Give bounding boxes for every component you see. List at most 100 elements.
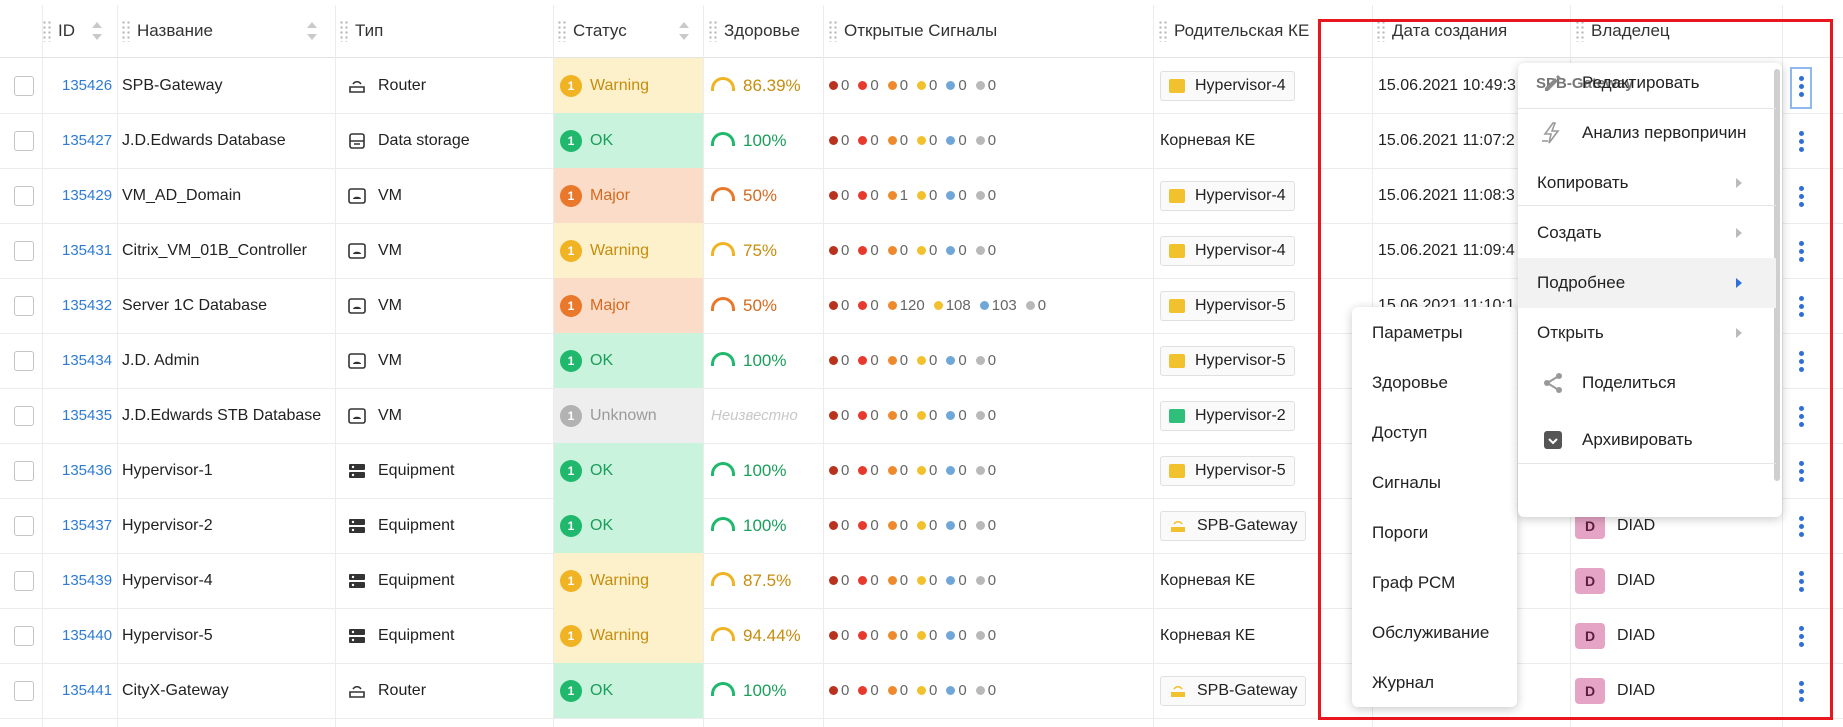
table-row[interactable]: 135435 J.D.Edwards STB Database VM 1 Unkn… <box>0 388 1843 444</box>
ci-id-link[interactable]: 135426 <box>62 77 113 94</box>
signal-counters[interactable]: 0 0 0 0 0 0 <box>829 242 1005 259</box>
submenu-item[interactable]: Здоровье <box>1372 373 1448 392</box>
row-actions-icon[interactable] <box>1799 296 1804 320</box>
ci-id-link[interactable]: 135440 <box>62 627 113 644</box>
ci-id-link[interactable]: 135435 <box>62 407 113 424</box>
context-menu-item[interactable]: Копировать <box>1518 158 1776 208</box>
column-header-signals[interactable]: Открытые Сигналы <box>828 5 1148 57</box>
sort-icon[interactable] <box>307 22 317 40</box>
submenu-item[interactable]: Параметры <box>1372 323 1463 342</box>
submenu-item[interactable]: Доступ <box>1372 423 1428 442</box>
parent-ci-chip[interactable]: Hypervisor-5 <box>1160 345 1295 376</box>
drag-handle-icon[interactable] <box>1158 20 1168 42</box>
row-actions-icon[interactable] <box>1799 681 1804 705</box>
parent-ci-chip[interactable]: Hypervisor-4 <box>1160 235 1295 266</box>
signal-counters[interactable]: 0 0 0 0 0 0 <box>829 77 1005 94</box>
table-row[interactable]: 135432 Server 1C Database VM 1 Major 50% … <box>0 278 1843 334</box>
row-actions-icon[interactable] <box>1799 406 1804 430</box>
row-checkbox[interactable] <box>14 350 34 371</box>
context-menu-item[interactable]: Редактировать <box>1518 63 1776 108</box>
row-actions-icon[interactable] <box>1799 131 1804 155</box>
column-header-parent[interactable]: Родительская КЕ <box>1158 5 1368 57</box>
column-header-owner[interactable]: Владелец <box>1575 5 1775 57</box>
context-menu-item[interactable]: Анализ первопричин <box>1518 108 1776 158</box>
column-header-created[interactable]: Дата создания <box>1376 5 1566 57</box>
signal-counters[interactable]: 0 0 0 0 0 0 <box>829 627 1005 644</box>
ci-id-link[interactable]: 135437 <box>62 517 113 534</box>
table-row[interactable]: 135427 J.D.Edwards Database Data storage… <box>0 113 1843 169</box>
submenu-item[interactable]: Граф РСМ <box>1372 573 1456 592</box>
row-checkbox[interactable] <box>14 75 34 96</box>
row-checkbox[interactable] <box>14 405 34 426</box>
context-menu-item[interactable]: Архивировать <box>1518 415 1776 465</box>
signal-counters[interactable]: 0 0 0 0 0 0 <box>829 462 1005 479</box>
drag-handle-icon[interactable] <box>557 20 567 42</box>
drag-handle-icon[interactable] <box>339 20 349 42</box>
row-actions-icon[interactable] <box>1799 186 1804 210</box>
context-menu-item[interactable]: Открыть <box>1518 308 1776 358</box>
column-header-id[interactable]: ID <box>42 5 116 57</box>
signal-counters[interactable]: 0 0 0 0 0 0 <box>829 682 1005 699</box>
ci-id-link[interactable]: 135431 <box>62 242 113 259</box>
signal-counters[interactable]: 0 0 0 0 0 0 <box>829 517 1005 534</box>
column-header-type[interactable]: Тип <box>339 5 549 57</box>
row-actions-icon[interactable] <box>1799 351 1804 375</box>
signal-counters[interactable]: 0 0 0 0 0 0 <box>829 407 1005 424</box>
signal-counters[interactable]: 0 0 1 0 0 0 <box>829 187 1005 204</box>
row-checkbox[interactable] <box>14 240 34 261</box>
submenu-item[interactable]: Журнал <box>1372 673 1435 692</box>
table-row[interactable]: 135431 Citrix_VM_01B_Controller VM 1 Warn… <box>0 223 1843 279</box>
column-header-name[interactable]: Название <box>121 5 331 57</box>
row-actions-icon[interactable] <box>1799 626 1804 650</box>
context-menu-item[interactable]: Создать <box>1518 208 1776 258</box>
drag-handle-icon[interactable] <box>1376 20 1386 42</box>
context-menu-item[interactable]: Поделиться <box>1518 358 1776 408</box>
row-checkbox[interactable] <box>14 625 34 646</box>
parent-ci-chip[interactable]: Hypervisor-4 <box>1160 180 1295 211</box>
ci-id-link[interactable]: 135432 <box>62 297 113 314</box>
signal-counters[interactable]: 0 0 0 0 0 0 <box>829 352 1005 369</box>
submenu-item[interactable]: Сигналы <box>1372 473 1441 492</box>
drag-handle-icon[interactable] <box>121 20 131 42</box>
parent-ci-chip[interactable]: Hypervisor-4 <box>1160 70 1295 101</box>
column-header-status[interactable]: Статус <box>557 5 703 57</box>
ci-id-link[interactable]: 135427 <box>62 132 113 149</box>
row-checkbox[interactable] <box>14 515 34 536</box>
drag-handle-icon[interactable] <box>42 20 52 42</box>
row-checkbox[interactable] <box>14 570 34 591</box>
ci-id-link[interactable]: 135436 <box>62 462 113 479</box>
ci-id-link[interactable]: 135434 <box>62 352 113 369</box>
submenu-item[interactable]: Обслуживание <box>1372 623 1490 642</box>
ci-id-link[interactable]: 135441 <box>62 682 113 699</box>
drag-handle-icon[interactable] <box>828 20 838 42</box>
row-checkbox[interactable] <box>14 460 34 481</box>
context-menu-item[interactable]: Подробнее <box>1518 258 1776 308</box>
row-checkbox[interactable] <box>14 680 34 701</box>
signal-counters[interactable]: 0 0 0 0 0 0 <box>829 132 1005 149</box>
table-row[interactable]: 135436 Hypervisor-1 Equipment 1 OK 100% 0… <box>0 443 1843 499</box>
context-menu-scrollbar[interactable] <box>1774 69 1780 481</box>
drag-handle-icon[interactable] <box>708 20 718 42</box>
sort-icon[interactable] <box>679 22 689 40</box>
row-actions-icon[interactable] <box>1790 67 1812 109</box>
ci-id-link[interactable]: 135439 <box>62 572 113 589</box>
parent-ci-chip[interactable]: Hypervisor-5 <box>1160 290 1295 321</box>
row-checkbox[interactable] <box>14 185 34 206</box>
parent-ci-chip[interactable]: SPB-Gateway <box>1160 675 1307 706</box>
submenu-item[interactable]: Пороги <box>1372 523 1429 542</box>
parent-ci-chip[interactable]: Hypervisor-5 <box>1160 455 1295 486</box>
row-actions-icon[interactable] <box>1799 571 1804 595</box>
parent-ci-chip[interactable]: Hypervisor-2 <box>1160 400 1295 431</box>
row-actions-icon[interactable] <box>1799 241 1804 265</box>
table-row[interactable]: 135439 Hypervisor-4 Equipment 1 Warning 8… <box>0 553 1843 609</box>
column-header-health[interactable]: Здоровье <box>708 5 823 57</box>
row-checkbox[interactable] <box>14 295 34 316</box>
row-actions-icon[interactable] <box>1799 461 1804 485</box>
table-row[interactable]: 135434 J.D. Admin VM 1 OK 100% 0 0 0 0 0 0 Hyp… <box>0 333 1843 389</box>
table-row[interactable]: 135426 SPB-Gateway Router 1 Warning 86.39… <box>0 58 1843 114</box>
signal-counters[interactable]: 0 0 0 0 0 0 <box>829 572 1005 589</box>
drag-handle-icon[interactable] <box>1575 20 1585 42</box>
row-checkbox[interactable] <box>14 130 34 151</box>
